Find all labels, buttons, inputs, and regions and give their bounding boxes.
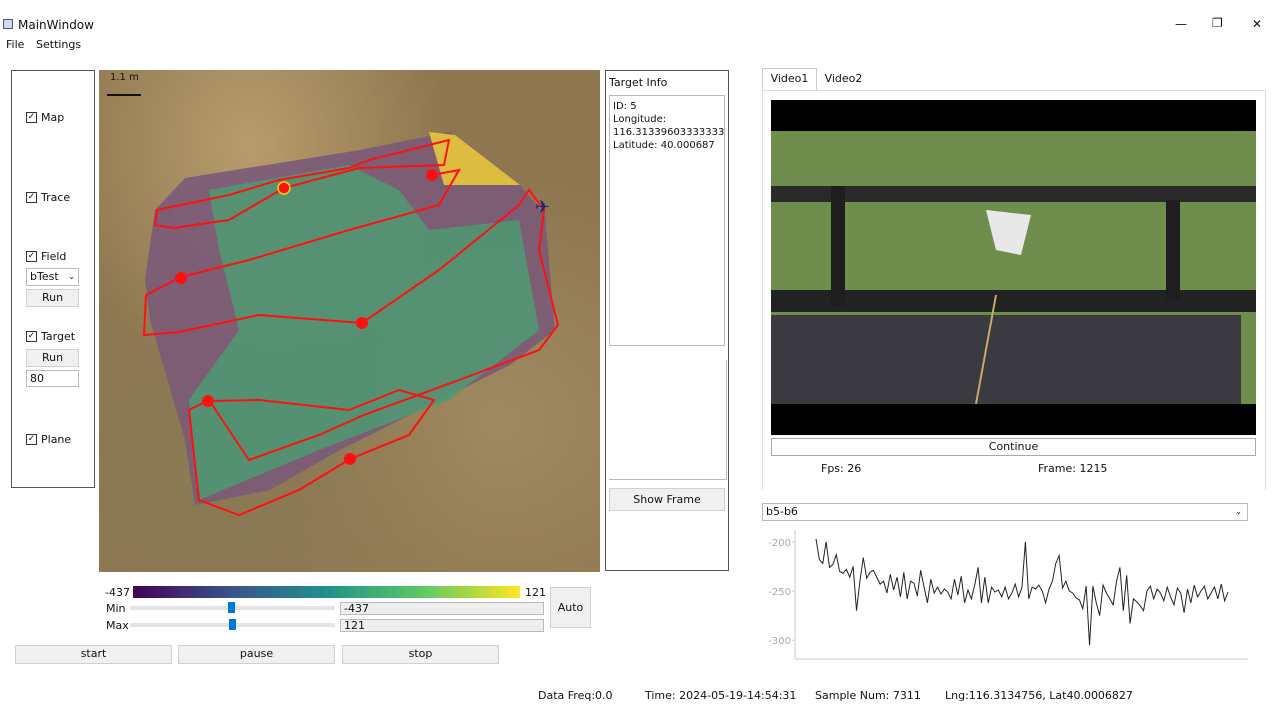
chevron-down-icon: ⌄ <box>1235 507 1242 516</box>
trace-path <box>142 138 560 517</box>
target-run-button[interactable]: Run <box>26 349 79 367</box>
map-label: Map <box>41 111 65 124</box>
target-marker-selected <box>277 181 291 195</box>
check-icon: ✓ <box>26 331 37 342</box>
y-tick-label: -250 <box>768 587 791 598</box>
position-readout: Lng:116.3134756, Lat40.0006827 <box>945 689 1133 702</box>
longitude-label: Longitude: <box>613 114 667 125</box>
maximize-button[interactable]: ❐ <box>1212 16 1223 30</box>
min-label: Min <box>106 602 126 615</box>
frame-label: Frame: 1215 <box>1038 462 1108 475</box>
field-label: Field <box>41 250 67 263</box>
target-marker <box>426 169 438 181</box>
tab-video1[interactable]: Video1 <box>762 68 817 91</box>
min-value-field[interactable]: -437 <box>340 602 544 615</box>
target-checkbox[interactable]: ✓ Target <box>26 330 75 343</box>
check-icon: ✓ <box>26 434 37 445</box>
slider-handle[interactable] <box>229 619 236 630</box>
app-icon <box>3 19 13 29</box>
target-info-text[interactable]: ID: 5 Longitude: 116.31339603333333 Lati… <box>609 95 725 346</box>
chevron-down-icon: ⌄ <box>68 272 75 281</box>
field-select[interactable]: bTest ⌄ <box>26 268 79 286</box>
signal-chart: -200 -250 -300 <box>768 530 1248 660</box>
field-run-button[interactable]: Run <box>26 289 79 307</box>
target-info-title: Target Info <box>609 76 668 89</box>
check-icon: ✓ <box>26 192 37 203</box>
max-value-field[interactable]: 121 <box>340 619 544 632</box>
timestamp: Time: 2024-05-19-14:54:31 <box>645 689 797 702</box>
latitude: Latitude: 40.000687 <box>613 140 715 151</box>
fps-label: Fps: 26 <box>821 462 862 475</box>
field-checkbox[interactable]: ✓ Field <box>26 250 66 263</box>
max-label: Max <box>106 619 129 632</box>
auto-button[interactable]: Auto <box>550 587 591 628</box>
target-marker <box>344 453 356 465</box>
minimize-button[interactable]: — <box>1175 17 1187 31</box>
colorbar <box>133 586 520 598</box>
target-threshold-input[interactable]: 80 <box>26 370 79 387</box>
signal-select[interactable]: b5-b6 ⌄ <box>762 503 1248 521</box>
slider-handle[interactable] <box>228 602 235 613</box>
target-id: ID: 5 <box>613 101 637 112</box>
pause-button[interactable]: pause <box>178 645 335 664</box>
target-info-panel <box>605 70 729 571</box>
target-marker <box>175 272 187 284</box>
check-icon: ✓ <box>26 251 37 262</box>
y-tick-label: -200 <box>768 538 791 549</box>
map-view[interactable]: ✈ 1.1 m <box>99 70 600 572</box>
video-frame <box>771 100 1256 435</box>
continue-button[interactable]: Continue <box>771 438 1256 456</box>
field-low-region <box>189 165 539 500</box>
field-high-region <box>429 132 520 185</box>
target-frame-view <box>609 360 727 480</box>
plane-icon: ✈ <box>535 197 550 218</box>
sample-count: Sample Num: 7311 <box>815 689 921 702</box>
show-frame-button[interactable]: Show Frame <box>609 488 725 511</box>
target-marker <box>202 395 214 407</box>
max-slider[interactable] <box>130 619 335 630</box>
check-icon: ✓ <box>26 112 37 123</box>
start-button[interactable]: start <box>15 645 172 664</box>
longitude-value: 116.31339603333333 <box>613 127 725 138</box>
tab-video2[interactable]: Video2 <box>824 72 863 85</box>
window-title: MainWindow <box>18 18 94 32</box>
y-tick-label: -300 <box>768 636 791 647</box>
plane-checkbox[interactable]: ✓ Plane <box>26 433 71 446</box>
video-tab-panel <box>762 90 1266 490</box>
target-marker <box>356 317 368 329</box>
layer-panel <box>11 70 95 488</box>
colorbar-max-label: 121 <box>525 586 546 599</box>
map-checkbox[interactable]: ✓ Map <box>26 111 64 124</box>
scale-label: 1.1 m <box>110 72 139 83</box>
data-freq: Data Freq:0.0 <box>538 689 613 702</box>
target-label: Target <box>41 330 76 343</box>
close-button[interactable]: ✕ <box>1252 17 1263 31</box>
trace-label: Trace <box>41 191 71 204</box>
menu-file[interactable]: File <box>6 38 25 51</box>
min-slider[interactable] <box>130 602 335 613</box>
plane-label: Plane <box>41 433 72 446</box>
menu-settings[interactable]: Settings <box>36 38 82 51</box>
stop-button[interactable]: stop <box>342 645 499 664</box>
trace-checkbox[interactable]: ✓ Trace <box>26 191 70 204</box>
colorbar-min-label: -437 <box>105 586 130 599</box>
signal-line <box>815 538 1229 646</box>
